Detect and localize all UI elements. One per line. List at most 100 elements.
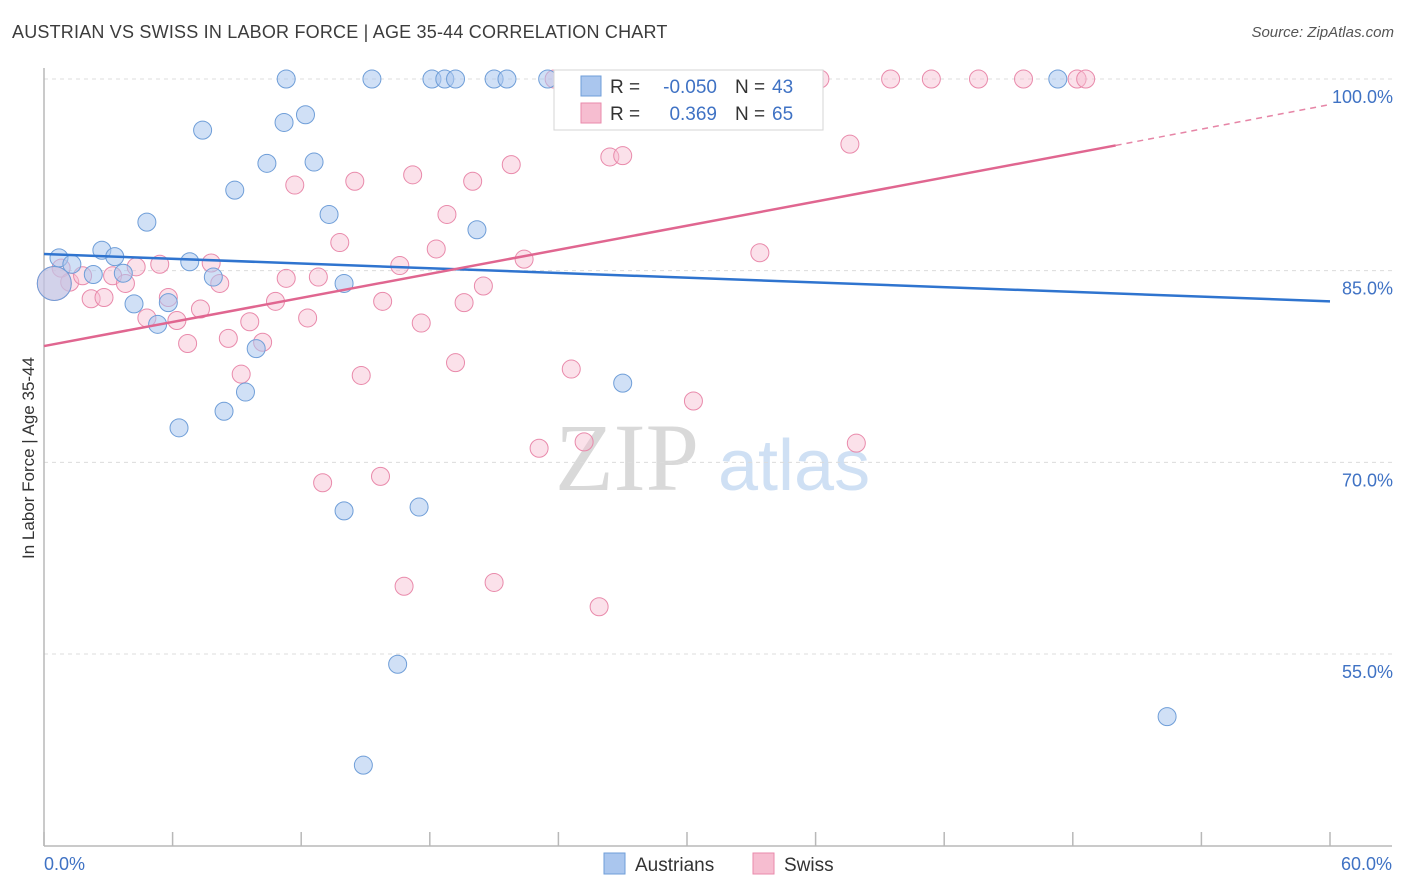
austrian-point	[353, 755, 373, 775]
swiss-point	[178, 334, 198, 353]
watermark-atlas: atlas	[718, 426, 870, 506]
swiss-point	[501, 155, 521, 175]
swiss-point	[94, 288, 114, 307]
austrian-point	[334, 501, 354, 521]
austrian-point	[193, 120, 213, 140]
swiss-point	[561, 359, 581, 379]
swiss-point	[231, 364, 251, 384]
austrian-point	[409, 497, 429, 517]
austrian-point	[214, 401, 234, 421]
grid-lines	[44, 78, 1392, 655]
swiss-point	[345, 171, 365, 191]
bottom-legend-austrians-swatch	[603, 852, 626, 875]
swiss-point	[589, 597, 609, 617]
austrian-point	[304, 152, 324, 172]
austrian-point	[235, 382, 255, 402]
swiss-point	[846, 433, 866, 453]
correlation-legend: R = -0.050 N = 43 R = 0.369 N = 65	[553, 69, 824, 131]
austrian-point	[246, 339, 266, 359]
austrian-point	[388, 654, 408, 674]
austrian-point	[362, 69, 382, 89]
legend-swiss-r-value: 0.369	[669, 104, 717, 125]
austrian-point	[137, 212, 157, 232]
swiss-point	[437, 204, 457, 224]
swiss-point	[1076, 69, 1096, 89]
bottom-legend-austrians-label: Austrians	[635, 855, 714, 876]
swiss-point	[150, 254, 170, 274]
swiss-point	[484, 572, 504, 592]
y-axis-label: In Labor Force | Age 35-44	[19, 357, 38, 559]
y-tick-label: 70.0%	[1342, 470, 1393, 490]
legend-swiss-swatch	[580, 102, 602, 124]
y-tick-labels: 55.0% 70.0% 85.0% 100.0%	[1332, 87, 1393, 682]
swiss-point	[613, 146, 633, 166]
legend-austrians-r-label: R =	[610, 77, 640, 98]
swiss-point	[529, 438, 549, 458]
chart-title: AUSTRIAN VS SWISS IN LABOR FORCE | AGE 3…	[12, 22, 668, 42]
swiss-point	[218, 328, 238, 348]
swiss-point	[683, 391, 703, 411]
swiss-point	[240, 312, 260, 332]
watermark-zip: ZIP	[555, 404, 699, 511]
austrian-point	[169, 418, 189, 438]
swiss-trend-line-extension	[1115, 103, 1331, 147]
swiss-point	[371, 466, 391, 486]
swiss-point	[574, 432, 594, 452]
bottom-legend-swiss-swatch	[752, 852, 775, 875]
swiss-point	[298, 308, 318, 328]
austrian-point	[1157, 707, 1177, 727]
x-tick-label-min: 0.0%	[44, 854, 85, 874]
austrian-point	[274, 112, 294, 132]
swiss-point	[313, 473, 333, 493]
austrian-point	[1048, 69, 1068, 89]
swiss-point	[426, 239, 446, 259]
austrian-point	[467, 220, 487, 240]
y-tick-label: 100.0%	[1332, 87, 1393, 107]
austrians-trend-line	[43, 252, 1331, 303]
swiss-point	[285, 175, 305, 195]
swiss-point	[403, 165, 423, 185]
swiss-point	[750, 243, 770, 263]
trend-lines	[43, 103, 1331, 348]
swiss-point	[968, 69, 988, 89]
series-legend: Austrians Swiss	[603, 852, 834, 876]
austrian-point	[257, 153, 277, 173]
y-tick-label: 55.0%	[1342, 662, 1393, 682]
swiss-point	[1014, 69, 1034, 89]
swiss-point	[373, 291, 393, 311]
legend-austrians-r-value: -0.050	[663, 77, 717, 98]
austrian-point	[158, 293, 178, 313]
swiss-point	[454, 293, 474, 313]
legend-swiss-n-value: 65	[772, 104, 793, 125]
legend-swiss-n-label: N =	[735, 104, 765, 125]
austrian-point	[83, 265, 103, 284]
austrian-point	[225, 180, 245, 200]
swiss-point	[463, 171, 483, 191]
swiss-point	[390, 256, 410, 276]
swiss-point	[330, 233, 350, 253]
swiss-point	[473, 276, 493, 296]
legend-austrians-n-value: 43	[772, 77, 793, 98]
watermark: ZIP atlas	[555, 404, 870, 511]
x-tick-label-max: 60.0%	[1341, 854, 1392, 874]
bottom-legend-swiss-label: Swiss	[784, 855, 834, 876]
swiss-point	[276, 268, 296, 288]
legend-austrians-swatch	[580, 75, 602, 97]
austrian-point	[613, 373, 633, 393]
swiss-point	[394, 576, 414, 596]
austrian-point-large	[36, 265, 72, 301]
austrian-point	[497, 69, 517, 89]
swiss-point	[881, 69, 901, 89]
austrian-point	[180, 252, 200, 272]
chart-source: Source: ZipAtlas.com	[1251, 24, 1394, 41]
swiss-point	[411, 313, 431, 333]
swiss-point	[351, 365, 371, 385]
austrian-point	[113, 263, 133, 283]
legend-austrians-n-label: N =	[735, 77, 765, 98]
y-tick-label: 85.0%	[1342, 279, 1393, 299]
austrian-point	[203, 267, 223, 287]
swiss-point	[308, 267, 328, 287]
swiss-point	[840, 134, 860, 154]
legend-swiss-r-label: R =	[610, 104, 640, 125]
